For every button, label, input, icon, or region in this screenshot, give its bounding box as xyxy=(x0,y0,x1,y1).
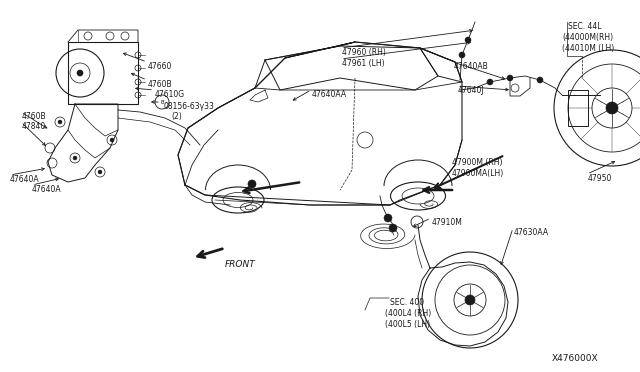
Text: 47610G: 47610G xyxy=(155,90,185,99)
Circle shape xyxy=(58,120,62,124)
Text: 47900M (RH): 47900M (RH) xyxy=(452,158,502,167)
Text: 47640A: 47640A xyxy=(32,185,61,194)
Circle shape xyxy=(459,52,465,58)
Circle shape xyxy=(110,138,114,142)
Text: B: B xyxy=(160,99,164,105)
Text: 4760B: 4760B xyxy=(22,112,47,121)
Text: 47840: 47840 xyxy=(22,122,46,131)
Circle shape xyxy=(465,295,475,305)
Text: 4760B: 4760B xyxy=(148,80,173,89)
Circle shape xyxy=(73,156,77,160)
Text: (400L5 (LH): (400L5 (LH) xyxy=(385,320,430,329)
Bar xyxy=(568,90,588,126)
Text: 08156-63γ33: 08156-63γ33 xyxy=(163,102,214,111)
Text: 47640AA: 47640AA xyxy=(312,90,347,99)
Text: FRONT: FRONT xyxy=(225,260,256,269)
Text: 47910M: 47910M xyxy=(432,218,463,227)
Circle shape xyxy=(606,102,618,114)
Circle shape xyxy=(537,77,543,83)
Text: 47630AA: 47630AA xyxy=(514,228,549,237)
Circle shape xyxy=(248,180,256,188)
Text: 47640AB: 47640AB xyxy=(454,62,489,71)
Text: 47640J: 47640J xyxy=(458,86,484,95)
Text: SEC. 400: SEC. 400 xyxy=(390,298,424,307)
Text: 47950: 47950 xyxy=(588,174,612,183)
Text: (44010M (LH): (44010M (LH) xyxy=(562,44,614,53)
Circle shape xyxy=(384,214,392,222)
Text: 47961 (LH): 47961 (LH) xyxy=(342,59,385,68)
Text: SEC. 44L: SEC. 44L xyxy=(568,22,602,31)
Circle shape xyxy=(507,75,513,81)
Circle shape xyxy=(487,79,493,85)
Circle shape xyxy=(389,224,397,232)
Bar xyxy=(68,42,138,104)
Circle shape xyxy=(77,70,83,76)
Text: (44000M(RH): (44000M(RH) xyxy=(562,33,613,42)
Text: 47660: 47660 xyxy=(148,62,172,71)
Text: 47960 (RH): 47960 (RH) xyxy=(342,48,386,57)
Text: X476000X: X476000X xyxy=(552,354,598,363)
Circle shape xyxy=(98,170,102,174)
Text: 47900MA(LH): 47900MA(LH) xyxy=(452,169,504,178)
Text: (400L4 (RH): (400L4 (RH) xyxy=(385,309,431,318)
Text: (2): (2) xyxy=(171,112,182,121)
Circle shape xyxy=(465,37,471,43)
Text: 47640A: 47640A xyxy=(10,175,40,184)
